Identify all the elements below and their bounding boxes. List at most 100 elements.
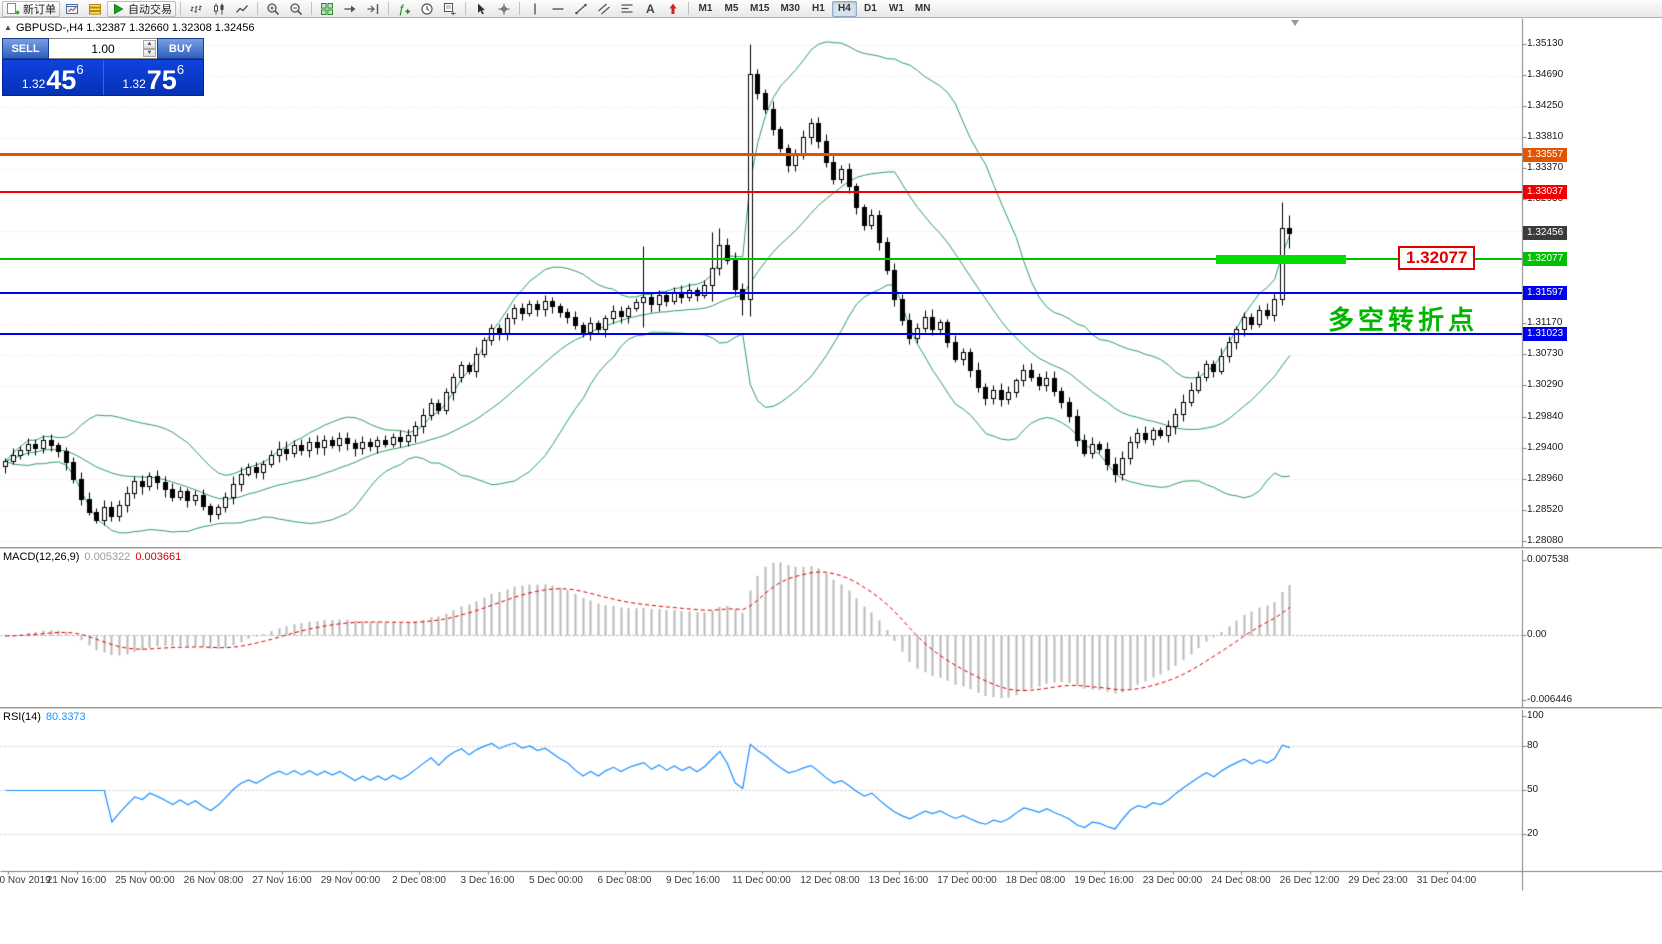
timeframe-m5-button[interactable]: M5: [719, 1, 744, 17]
zoom-in-icon: [266, 2, 280, 16]
time-label-17: 23 Dec 00:00: [1142, 875, 1203, 886]
support-zone-highlight[interactable]: [1216, 254, 1346, 264]
candle-chart-button[interactable]: [208, 1, 230, 17]
timeframe-mn-button[interactable]: MN: [910, 1, 936, 17]
timeframe-h1-button[interactable]: H1: [806, 1, 831, 17]
level-line-1.33037[interactable]: [0, 190, 1522, 193]
toolbar-separator: [688, 2, 689, 15]
timeframe-d1-button[interactable]: D1: [858, 1, 883, 17]
vertical-line-icon: [528, 2, 542, 16]
volume-down-button[interactable]: ▼: [143, 48, 156, 57]
price-divider: [102, 60, 104, 95]
macd-scale-2: -0.006446: [1527, 694, 1573, 705]
trendline-button[interactable]: [570, 1, 592, 17]
crosshair-button[interactable]: [493, 1, 515, 17]
bar-chart-button[interactable]: [185, 1, 207, 17]
time-label-13: 13 Dec 16:00: [868, 875, 929, 886]
sell-price-display[interactable]: 1.32 45 6: [3, 60, 103, 95]
volume-field[interactable]: 1.00 ▲ ▼: [49, 38, 157, 59]
time-label-16: 19 Dec 16:00: [1074, 875, 1134, 886]
arrows-button[interactable]: [662, 1, 684, 17]
crosshair-icon: [497, 2, 511, 16]
level-line-1.31023[interactable]: [0, 332, 1522, 335]
one-click-collapse-toggle[interactable]: ▲: [4, 23, 12, 32]
fibonacci-button[interactable]: [616, 1, 638, 17]
periods-icon: [420, 2, 434, 16]
price-badge-1.32077: 1.32077: [1523, 252, 1568, 267]
macd-signal-value: 0.003661: [135, 551, 182, 563]
time-label-4: 27 Nov 16:00: [252, 875, 312, 886]
price-tick-1.33810: 1.33810: [1527, 131, 1564, 143]
autotrading-icon: [111, 2, 125, 16]
zoom-out-button[interactable]: [285, 1, 307, 17]
fibonacci-icon: [620, 2, 634, 16]
level-line-1.33557[interactable]: [0, 153, 1522, 157]
channel-button[interactable]: [593, 1, 615, 17]
buy-button[interactable]: BUY: [157, 38, 204, 59]
rsi-scale-1: 80: [1527, 739, 1539, 751]
chart-shift-button[interactable]: [362, 1, 384, 17]
one-click-trading-panel: SELL 1.00 ▲ ▼ BUY 1.32 45 6 1.32 75 6: [2, 38, 204, 96]
turning-point-text[interactable]: 多空转折点: [1328, 305, 1479, 335]
horizontal-line-icon: [551, 2, 565, 16]
timeframe-h4-button[interactable]: H4: [831, 0, 857, 17]
price-tick-1.32930: 1.32930: [1527, 193, 1564, 205]
volume-value: 1.00: [91, 41, 115, 56]
time-label-0: 20 Nov 2019: [0, 875, 51, 886]
timeframe-w1-button[interactable]: W1: [884, 1, 909, 17]
templates-button[interactable]: [439, 1, 461, 17]
zoom-in-button[interactable]: [262, 1, 284, 17]
horizontal-line-button[interactable]: [547, 1, 569, 17]
chart-windows-icon: [65, 2, 79, 16]
line-chart-icon: [235, 2, 249, 16]
auto-scroll-button[interactable]: [339, 1, 361, 17]
panel-separator-macd[interactable]: [0, 547, 1662, 550]
chart-title: GBPUSD-,H4 1.32387 1.32660 1.32308 1.324…: [16, 22, 255, 34]
cursor-button[interactable]: [470, 1, 492, 17]
periods-button[interactable]: [416, 1, 438, 17]
level-line-1.32077[interactable]: [0, 258, 1522, 261]
time-label-6: 2 Dec 08:00: [392, 875, 446, 886]
tile-windows-button[interactable]: [316, 1, 338, 17]
timeframe-m30-button[interactable]: M30: [775, 1, 804, 17]
autotrading-button[interactable]: 自动交易: [107, 0, 176, 17]
timeframe-m1-button[interactable]: M1: [693, 1, 718, 17]
price-badge-1.33037: 1.33037: [1523, 184, 1568, 199]
channel-icon: [597, 2, 611, 16]
sell-button[interactable]: SELL: [2, 38, 49, 59]
templates-icon: [443, 2, 457, 16]
time-label-1: 21 Nov 16:00: [46, 875, 107, 886]
rsi-scale-2: 50: [1527, 784, 1539, 795]
volume-up-button[interactable]: ▲: [143, 40, 156, 49]
timeframe-m15-button[interactable]: M15: [745, 1, 774, 17]
vertical-line-button[interactable]: [524, 1, 546, 17]
bar-chart-icon: [189, 2, 203, 16]
line-chart-button[interactable]: [231, 1, 253, 17]
level-line-1.31597[interactable]: [0, 292, 1522, 295]
price-tick-1.28080: 1.28080: [1527, 535, 1564, 547]
rsi-scale-3: 20: [1527, 828, 1539, 840]
panel-separator-rsi[interactable]: [0, 707, 1662, 710]
auto-scroll-icon: [343, 2, 357, 16]
sell-price-big: 45: [46, 64, 77, 95]
chart-shift-marker[interactable]: [1291, 20, 1299, 26]
chart-windows-button[interactable]: [61, 1, 83, 17]
time-label-15: 18 Dec 08:00: [1005, 875, 1066, 886]
indicators-button[interactable]: ƒ: [393, 1, 415, 17]
rsi-scale-0: 100: [1527, 710, 1544, 721]
price-badge-1.33557: 1.33557: [1523, 147, 1568, 162]
text-label-icon: A: [643, 2, 657, 16]
profiles-button[interactable]: [84, 1, 106, 17]
time-label-5: 29 Nov 00:00: [320, 875, 381, 886]
price-level-label[interactable]: 1.32077: [1398, 246, 1476, 271]
zoom-out-icon: [289, 2, 303, 16]
text-label-button[interactable]: A: [639, 1, 661, 17]
svg-text:A: A: [646, 2, 655, 16]
toolbar-separator: [257, 2, 258, 15]
toolbar-separator: [465, 2, 466, 15]
time-label-20: 29 Dec 23:00: [1348, 875, 1408, 886]
buy-price-display[interactable]: 1.32 75 6: [104, 60, 204, 95]
new-order-button[interactable]: 新订单: [2, 0, 60, 17]
one-click-price-row: 1.32 45 6 1.32 75 6: [2, 59, 204, 96]
